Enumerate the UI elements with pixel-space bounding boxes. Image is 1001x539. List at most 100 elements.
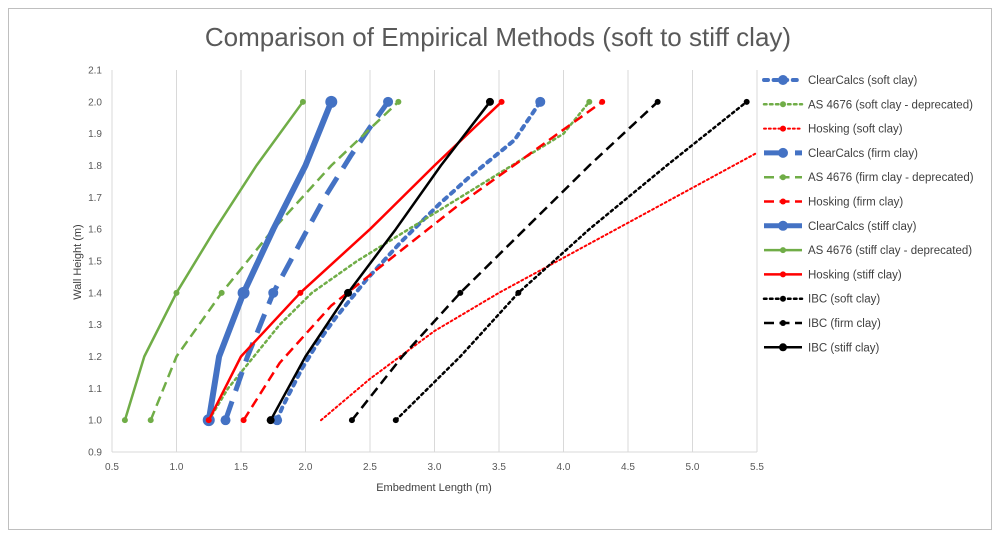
legend-marker bbox=[780, 320, 786, 326]
legend-item-hosking-soft-clay: Hosking (soft clay) bbox=[763, 124, 903, 136]
legend-marker bbox=[779, 343, 787, 352]
legend-label: AS 4676 (stiff clay - deprecated) bbox=[808, 245, 972, 257]
legend-marker bbox=[780, 174, 786, 181]
y-tick-label: 1.7 bbox=[88, 193, 102, 204]
data-point bbox=[485, 97, 494, 106]
y-tick-label: 2.0 bbox=[88, 97, 102, 108]
series-line bbox=[207, 100, 591, 422]
legend-marker bbox=[780, 271, 786, 278]
axes: 0.5 1.0 1.5 2.0 2.5 3.0 3.5 4.0 4.5 5.0 5.5 0.9 1.0 1… bbox=[88, 66, 764, 474]
legend-marker bbox=[778, 220, 788, 231]
legend-label: AS 4676 (soft clay - deprecated) bbox=[808, 99, 973, 111]
legend-label: Hosking (soft clay) bbox=[808, 124, 903, 136]
legend-label: Hosking (stiff clay) bbox=[808, 269, 902, 281]
legend-item-as-4676-firm-clay-deprecated: AS 4676 (firm clay - deprecated) bbox=[764, 172, 974, 184]
series-as-4676-firm-clay-deprecated bbox=[147, 98, 402, 424]
data-point bbox=[218, 289, 225, 296]
data-point bbox=[654, 98, 661, 105]
x-tick-label: 5.0 bbox=[686, 462, 700, 473]
data-point bbox=[272, 415, 283, 426]
series-as-4676-soft-clay-deprecated bbox=[207, 98, 593, 422]
legend-item-ibc-firm-clay: IBC (firm clay) bbox=[764, 318, 881, 330]
legend-label: AS 4676 (firm clay - deprecated) bbox=[808, 172, 974, 184]
legend-marker bbox=[778, 147, 788, 158]
y-tick-label: 1.0 bbox=[88, 416, 102, 427]
data-point bbox=[121, 417, 128, 424]
series-line bbox=[350, 100, 659, 421]
legend-item-hosking-firm-clay: Hosking (firm clay) bbox=[764, 197, 903, 209]
series-line bbox=[205, 98, 335, 424]
data-point bbox=[299, 98, 306, 105]
series-line bbox=[275, 99, 543, 423]
data-point bbox=[266, 416, 275, 425]
legend: ClearCalcs (soft clay) AS 4676 (soft clay… bbox=[762, 75, 974, 354]
data-point bbox=[220, 415, 231, 426]
x-tick-label: 1.5 bbox=[234, 462, 248, 473]
y-tick-label: 1.1 bbox=[88, 384, 102, 395]
legend-label: ClearCalcs (soft clay) bbox=[808, 75, 917, 87]
x-tick-label: 2.5 bbox=[363, 462, 377, 473]
legend-label: IBC (stiff clay) bbox=[808, 342, 880, 354]
data-point bbox=[344, 288, 353, 297]
legend-item-ibc-soft-clay: IBC (soft clay) bbox=[762, 294, 880, 306]
x-tick-label: 3.5 bbox=[492, 462, 506, 473]
series-line bbox=[242, 100, 603, 421]
series-line bbox=[394, 100, 748, 422]
data-point bbox=[599, 98, 606, 105]
series-ibc-stiff-clay bbox=[266, 97, 494, 425]
data-point bbox=[498, 98, 505, 105]
legend-marker bbox=[780, 247, 786, 254]
legend-item-ibc-stiff-clay: IBC (stiff clay) bbox=[764, 342, 880, 354]
data-point bbox=[205, 417, 212, 424]
data-point bbox=[383, 96, 394, 107]
data-point bbox=[147, 417, 154, 424]
data-point bbox=[173, 289, 180, 296]
x-tick-label: 5.5 bbox=[750, 462, 764, 473]
series-as-4676-stiff-clay-deprecated bbox=[121, 98, 306, 424]
legend-label: IBC (firm clay) bbox=[808, 318, 881, 330]
legend-item-clearcalcs-soft-clay: ClearCalcs (soft clay) bbox=[762, 75, 917, 87]
data-point bbox=[297, 289, 304, 296]
legend-item-as-4676-soft-clay-deprecated: AS 4676 (soft clay - deprecated) bbox=[762, 99, 973, 111]
data-point bbox=[586, 98, 593, 105]
series-hosking-stiff-clay bbox=[205, 98, 505, 424]
y-tick-label: 1.3 bbox=[88, 320, 102, 331]
series-ibc-soft-clay bbox=[392, 98, 750, 424]
y-tick-label: 2.1 bbox=[88, 66, 102, 77]
data-point bbox=[348, 417, 355, 424]
data-point bbox=[237, 286, 250, 299]
legend-marker bbox=[780, 101, 786, 108]
series-line bbox=[123, 100, 305, 422]
series-hosking-soft-clay bbox=[320, 151, 758, 422]
legend-label: ClearCalcs (firm clay) bbox=[808, 148, 918, 160]
legend-label: Hosking (firm clay) bbox=[808, 197, 903, 209]
plot-area bbox=[121, 95, 758, 427]
data-point bbox=[535, 96, 546, 107]
x-tick-label: 3.0 bbox=[428, 462, 442, 473]
data-point bbox=[395, 98, 402, 105]
x-tick-label: 0.5 bbox=[105, 462, 119, 473]
series-line bbox=[223, 100, 391, 422]
legend-item-as-4676-stiff-clay-deprecated: AS 4676 (stiff clay - deprecated) bbox=[764, 245, 972, 257]
legend-marker bbox=[780, 295, 786, 302]
series-hosking-firm-clay bbox=[240, 98, 606, 424]
y-tick-label: 1.8 bbox=[88, 161, 102, 172]
chart-title: Comparison of Empirical Methods (soft to… bbox=[205, 22, 791, 52]
y-tick-label: 1.5 bbox=[88, 257, 102, 268]
data-point bbox=[325, 95, 338, 108]
x-tick-label: 4.0 bbox=[557, 462, 571, 473]
legend-marker bbox=[780, 198, 786, 205]
legend-label: ClearCalcs (stiff clay) bbox=[808, 221, 917, 233]
legend-item-clearcalcs-firm-clay: ClearCalcs (firm clay) bbox=[764, 147, 918, 160]
y-tick-label: 1.2 bbox=[88, 352, 102, 363]
y-tick-label: 1.9 bbox=[88, 129, 102, 140]
series-clearcalcs-stiff-clay bbox=[202, 95, 338, 427]
x-axis-label: Embedment Length (m) bbox=[376, 482, 492, 494]
legend-marker bbox=[778, 75, 788, 85]
legend-label: IBC (soft clay) bbox=[808, 294, 880, 306]
x-tick-label: 2.0 bbox=[299, 462, 313, 473]
y-axis-label: Wall Height (m) bbox=[72, 224, 84, 299]
series-line bbox=[269, 100, 492, 422]
data-point bbox=[515, 289, 522, 296]
